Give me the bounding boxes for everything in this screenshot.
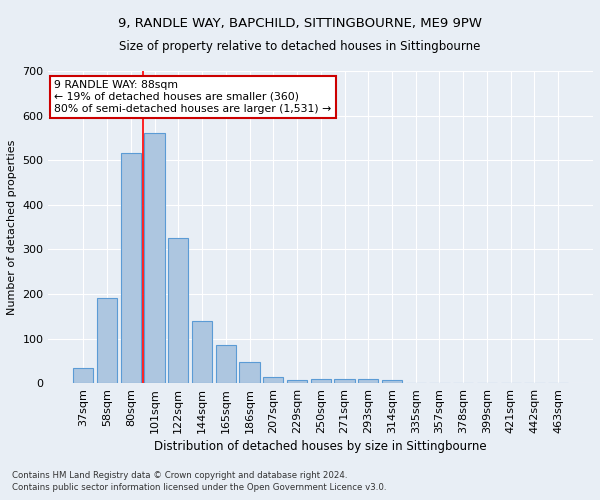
- Bar: [382, 380, 402, 383]
- Bar: [239, 362, 260, 383]
- Bar: [97, 298, 117, 383]
- Y-axis label: Number of detached properties: Number of detached properties: [7, 140, 17, 314]
- Bar: [145, 134, 164, 383]
- Bar: [358, 378, 379, 383]
- Bar: [263, 378, 283, 383]
- X-axis label: Distribution of detached houses by size in Sittingbourne: Distribution of detached houses by size …: [154, 440, 487, 453]
- Bar: [73, 368, 94, 383]
- Text: Contains public sector information licensed under the Open Government Licence v3: Contains public sector information licen…: [12, 483, 386, 492]
- Text: 9, RANDLE WAY, BAPCHILD, SITTINGBOURNE, ME9 9PW: 9, RANDLE WAY, BAPCHILD, SITTINGBOURNE, …: [118, 18, 482, 30]
- Text: Size of property relative to detached houses in Sittingbourne: Size of property relative to detached ho…: [119, 40, 481, 53]
- Bar: [192, 320, 212, 383]
- Bar: [121, 154, 141, 383]
- Bar: [168, 238, 188, 383]
- Text: Contains HM Land Registry data © Crown copyright and database right 2024.: Contains HM Land Registry data © Crown c…: [12, 470, 347, 480]
- Text: 9 RANDLE WAY: 88sqm
← 19% of detached houses are smaller (360)
80% of semi-detac: 9 RANDLE WAY: 88sqm ← 19% of detached ho…: [54, 80, 331, 114]
- Bar: [287, 380, 307, 383]
- Bar: [334, 378, 355, 383]
- Bar: [311, 378, 331, 383]
- Bar: [216, 345, 236, 383]
